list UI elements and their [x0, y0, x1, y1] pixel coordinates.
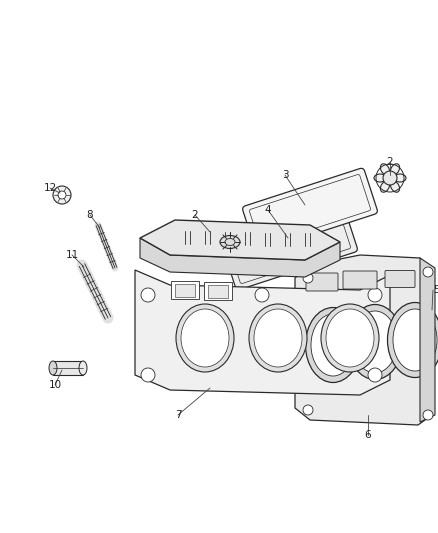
Ellipse shape	[220, 236, 240, 248]
Ellipse shape	[353, 311, 397, 373]
Ellipse shape	[374, 174, 386, 182]
FancyBboxPatch shape	[306, 273, 338, 291]
Text: 5: 5	[433, 285, 438, 295]
Ellipse shape	[388, 303, 438, 377]
Ellipse shape	[249, 304, 307, 372]
Text: 2: 2	[192, 210, 198, 220]
Ellipse shape	[390, 164, 399, 175]
Circle shape	[303, 273, 313, 283]
Circle shape	[423, 267, 433, 277]
Text: 6: 6	[365, 430, 371, 440]
Circle shape	[368, 288, 382, 302]
Circle shape	[255, 288, 269, 302]
FancyBboxPatch shape	[343, 271, 377, 289]
Text: 7: 7	[175, 410, 181, 420]
Ellipse shape	[381, 181, 389, 192]
Circle shape	[58, 191, 66, 199]
FancyBboxPatch shape	[175, 284, 195, 297]
Circle shape	[303, 405, 313, 415]
Text: 8: 8	[87, 210, 93, 220]
Polygon shape	[140, 220, 340, 260]
Circle shape	[53, 186, 71, 204]
FancyBboxPatch shape	[230, 213, 350, 284]
Ellipse shape	[321, 304, 379, 372]
FancyBboxPatch shape	[249, 174, 371, 246]
Ellipse shape	[311, 314, 355, 376]
Ellipse shape	[326, 309, 374, 367]
Ellipse shape	[49, 361, 57, 375]
Text: 11: 11	[65, 250, 79, 260]
Text: 2: 2	[387, 157, 393, 167]
Text: 10: 10	[49, 380, 62, 390]
Ellipse shape	[176, 304, 234, 372]
FancyBboxPatch shape	[223, 206, 357, 289]
FancyBboxPatch shape	[208, 285, 228, 298]
Ellipse shape	[393, 309, 437, 371]
Circle shape	[141, 288, 155, 302]
Ellipse shape	[181, 309, 229, 367]
Text: 4: 4	[265, 205, 271, 215]
Circle shape	[368, 368, 382, 382]
Ellipse shape	[390, 181, 399, 192]
Polygon shape	[140, 238, 340, 277]
Polygon shape	[295, 255, 432, 425]
Text: 12: 12	[43, 183, 57, 193]
FancyBboxPatch shape	[243, 168, 378, 252]
Ellipse shape	[347, 304, 403, 379]
FancyBboxPatch shape	[53, 361, 83, 375]
Polygon shape	[135, 270, 390, 395]
Circle shape	[423, 410, 433, 420]
Ellipse shape	[254, 309, 302, 367]
Circle shape	[383, 171, 397, 185]
Text: 3: 3	[282, 170, 288, 180]
Ellipse shape	[381, 164, 389, 175]
FancyBboxPatch shape	[204, 282, 232, 300]
Ellipse shape	[79, 361, 87, 375]
FancyBboxPatch shape	[171, 281, 199, 299]
Ellipse shape	[394, 174, 406, 182]
FancyBboxPatch shape	[385, 271, 415, 287]
Circle shape	[141, 368, 155, 382]
Ellipse shape	[305, 308, 360, 383]
Polygon shape	[420, 258, 435, 422]
